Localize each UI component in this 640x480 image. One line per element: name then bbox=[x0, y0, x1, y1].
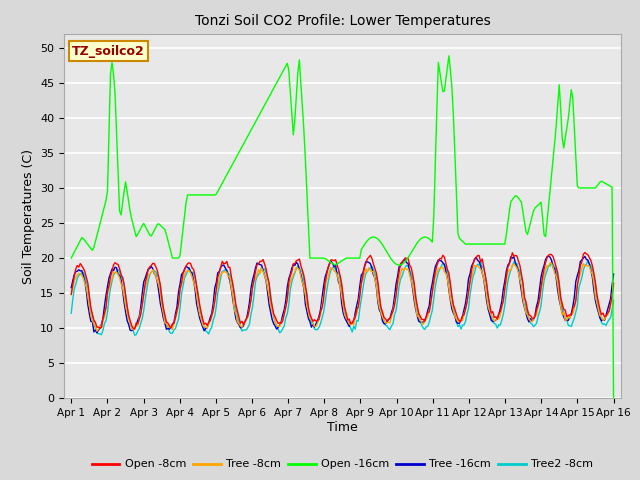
Title: Tonzi Soil CO2 Profile: Lower Temperatures: Tonzi Soil CO2 Profile: Lower Temperatur… bbox=[195, 14, 490, 28]
Y-axis label: Soil Temperatures (C): Soil Temperatures (C) bbox=[22, 148, 35, 284]
Text: TZ_soilco2: TZ_soilco2 bbox=[72, 45, 145, 58]
X-axis label: Time: Time bbox=[327, 421, 358, 434]
Legend: Open -8cm, Tree -8cm, Open -16cm, Tree -16cm, Tree2 -8cm: Open -8cm, Tree -8cm, Open -16cm, Tree -… bbox=[87, 455, 598, 474]
